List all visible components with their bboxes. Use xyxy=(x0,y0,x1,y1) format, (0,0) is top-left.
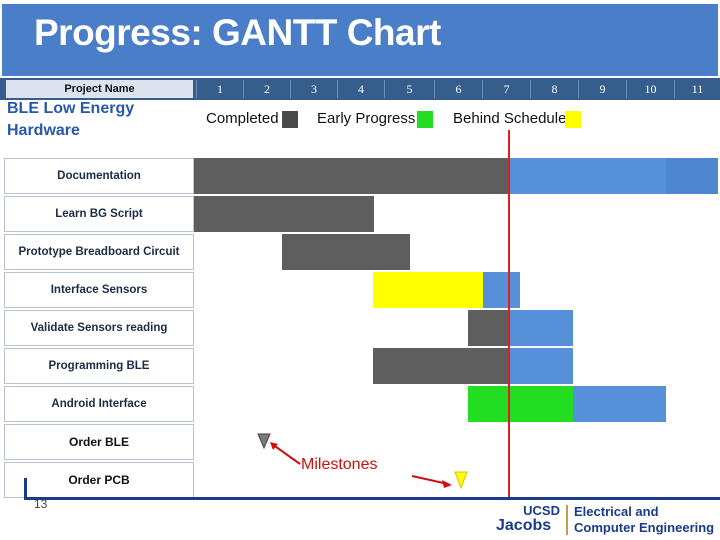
planned-bar xyxy=(508,310,573,346)
task-label: Prototype Breadboard Circuit xyxy=(4,234,194,270)
task-label: Order BLE xyxy=(4,424,194,460)
slide-number: 13 xyxy=(34,497,48,511)
task-row: Order BLE xyxy=(0,424,720,462)
legend-early-label: Early Progress xyxy=(317,110,416,127)
week-header-4: 4 xyxy=(337,80,384,98)
week-header-6: 6 xyxy=(434,80,482,98)
department-name: Electrical and Computer Engineering xyxy=(574,504,714,536)
logo-separator xyxy=(566,505,568,535)
completed-bar xyxy=(373,348,508,384)
week-header-2: 2 xyxy=(243,80,290,98)
footer-corner-line xyxy=(24,478,27,500)
task-label: Android Interface xyxy=(4,386,194,422)
milestone-arrows xyxy=(270,442,452,488)
task-label: Programming BLE xyxy=(4,348,194,384)
task-row: Learn BG Script xyxy=(0,196,720,234)
project-title: BLE Low Energy Hardware xyxy=(7,98,134,142)
week-header-9: 9 xyxy=(578,80,626,98)
project-title-line1: BLE Low Energy xyxy=(7,100,135,117)
planned-bar xyxy=(508,158,666,194)
task-row: Android Interface xyxy=(0,386,720,424)
completed-bar xyxy=(282,234,410,270)
task-row: Documentation xyxy=(0,158,720,196)
week-header-8: 8 xyxy=(530,80,578,98)
milestone-marker-order-pcb xyxy=(454,471,468,490)
planned-bar xyxy=(483,272,520,308)
task-row: Interface Sensors xyxy=(0,272,720,310)
week-header-10: 10 xyxy=(626,80,674,98)
task-timeline xyxy=(194,158,718,194)
page-title: Progress: GANTT Chart xyxy=(34,12,441,53)
task-timeline xyxy=(194,462,718,498)
task-timeline xyxy=(194,424,718,460)
completed-bar xyxy=(194,158,508,194)
footer-line xyxy=(24,497,720,500)
department-line1: Electrical and xyxy=(574,504,659,519)
task-timeline xyxy=(194,348,718,384)
completed-bar xyxy=(194,196,374,232)
week-header-5: 5 xyxy=(384,80,434,98)
milestone-marker-order-ble xyxy=(257,433,271,450)
legend-completed-label: Completed xyxy=(206,110,279,127)
task-timeline xyxy=(194,196,718,232)
project-name-header: Project Name xyxy=(6,80,193,98)
jacobs-wordmark: Jacobs xyxy=(496,517,552,534)
completed-bar xyxy=(468,310,508,346)
planned-bar xyxy=(666,158,718,194)
task-row: Validate Sensors reading xyxy=(0,310,720,348)
task-row: Programming BLE xyxy=(0,348,720,386)
week-header-3: 3 xyxy=(290,80,337,98)
task-timeline xyxy=(194,272,718,308)
planned-bar xyxy=(508,348,573,384)
milestones-label: Milestones xyxy=(301,456,378,473)
planned-bar xyxy=(573,386,666,422)
early-progress-bar xyxy=(468,386,573,422)
behind-schedule-bar xyxy=(373,272,483,308)
task-label: Order PCB xyxy=(4,462,194,498)
task-label: Interface Sensors xyxy=(4,272,194,308)
task-label: Documentation xyxy=(4,158,194,194)
current-week-line xyxy=(508,130,510,500)
department-line2: Computer Engineering xyxy=(574,520,715,535)
legend-early-swatch xyxy=(417,111,433,128)
task-label: Validate Sensors reading xyxy=(4,310,194,346)
task-timeline xyxy=(194,386,718,422)
ucsd-jacobs-logo: UCSD Jacobs xyxy=(496,503,560,534)
title-bar xyxy=(2,4,718,76)
task-timeline xyxy=(194,234,718,270)
task-timeline xyxy=(194,310,718,346)
legend-completed-swatch xyxy=(282,111,298,128)
ucsd-wordmark: UCSD xyxy=(523,503,560,518)
project-title-line2: Hardware xyxy=(7,122,80,139)
legend-behind-swatch xyxy=(565,111,581,128)
task-label: Learn BG Script xyxy=(4,196,194,232)
week-header-11: 11 xyxy=(674,80,720,98)
legend-behind-label: Behind Schedule xyxy=(453,110,567,127)
week-header-7: 7 xyxy=(482,80,530,98)
task-row: Prototype Breadboard Circuit xyxy=(0,234,720,272)
week-header-1: 1 xyxy=(196,80,243,98)
